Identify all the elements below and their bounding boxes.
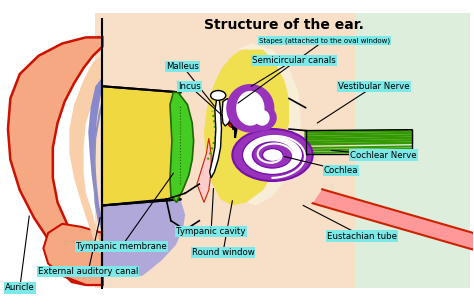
Circle shape	[263, 149, 283, 161]
Polygon shape	[236, 91, 264, 126]
Circle shape	[242, 136, 302, 174]
Text: Incus: Incus	[179, 82, 201, 91]
Text: Semicircular canals: Semicircular canals	[252, 56, 336, 65]
Circle shape	[232, 129, 313, 181]
Polygon shape	[170, 92, 193, 202]
Polygon shape	[228, 85, 273, 131]
Polygon shape	[93, 99, 102, 233]
Circle shape	[253, 142, 292, 168]
Circle shape	[210, 91, 226, 100]
Polygon shape	[242, 95, 268, 115]
Text: Auricle: Auricle	[5, 283, 35, 293]
Text: Cochlear Nerve: Cochlear Nerve	[350, 150, 417, 160]
Text: Stapes (attached to the oval window): Stapes (attached to the oval window)	[259, 37, 390, 44]
Polygon shape	[204, 47, 289, 205]
Text: Tympanic membrane: Tympanic membrane	[76, 242, 167, 251]
Polygon shape	[102, 86, 181, 205]
Text: Malleus: Malleus	[166, 62, 199, 71]
Text: Vestibular Nerve: Vestibular Nerve	[338, 82, 410, 91]
Circle shape	[228, 121, 238, 127]
Polygon shape	[210, 99, 221, 178]
Text: Structure of the ear.: Structure of the ear.	[204, 17, 365, 32]
Polygon shape	[249, 106, 275, 129]
Text: Eustachian tube: Eustachian tube	[327, 231, 397, 240]
Polygon shape	[88, 77, 102, 233]
Polygon shape	[8, 37, 102, 285]
Polygon shape	[197, 138, 211, 202]
Text: Round window: Round window	[191, 248, 254, 257]
Text: Cochlea: Cochlea	[324, 166, 358, 175]
FancyBboxPatch shape	[102, 13, 470, 288]
Polygon shape	[255, 110, 270, 126]
Polygon shape	[237, 44, 301, 205]
FancyBboxPatch shape	[95, 13, 355, 288]
Text: External auditory canal: External auditory canal	[38, 267, 138, 276]
Polygon shape	[312, 189, 474, 251]
Text: Tympanic cavity: Tympanic cavity	[176, 227, 246, 236]
Polygon shape	[222, 99, 231, 126]
Polygon shape	[44, 224, 102, 285]
Polygon shape	[69, 56, 102, 257]
Polygon shape	[102, 199, 185, 276]
